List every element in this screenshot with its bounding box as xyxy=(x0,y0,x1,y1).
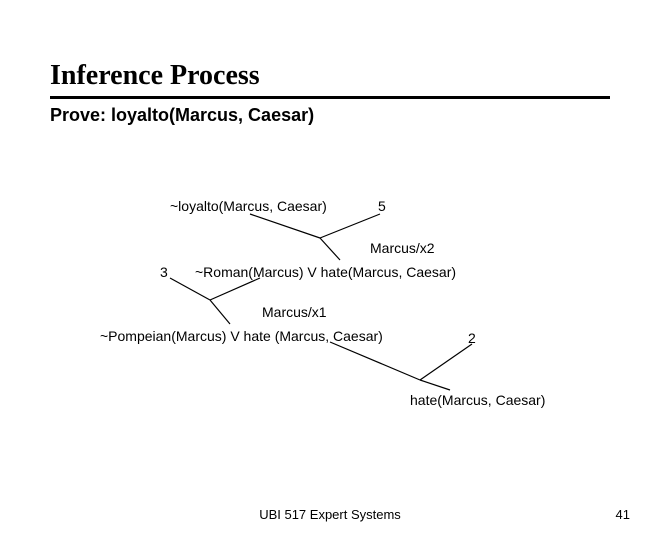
tree-node: 2 xyxy=(468,330,476,346)
subtitle: Prove: loyalto(Marcus, Caesar) xyxy=(50,105,620,126)
page-number: 41 xyxy=(616,507,630,522)
resolution-tree-diagram: ~loyalto(Marcus, Caesar) 5 Marcus/x2 3 ~Roma… xyxy=(50,180,610,440)
tree-node: hate(Marcus, Caesar) xyxy=(410,392,545,408)
footer-text: UBI 517 Expert Systems xyxy=(0,507,660,522)
tree-node: ~Roman(Marcus) V hate(Marcus, Caesar) xyxy=(195,264,456,280)
tree-node: ~Pompeian(Marcus) V hate (Marcus, Caesar… xyxy=(100,328,383,344)
tree-node: 3 xyxy=(160,264,168,280)
tree-node: Marcus/x1 xyxy=(262,304,327,320)
page-title: Inference Process xyxy=(50,60,620,92)
tree-node: 5 xyxy=(378,198,386,214)
tree-node: Marcus/x2 xyxy=(370,240,435,256)
tree-node: ~loyalto(Marcus, Caesar) xyxy=(170,198,327,214)
title-underline xyxy=(50,96,610,99)
title-block: Inference Process Prove: loyalto(Marcus,… xyxy=(50,60,620,126)
